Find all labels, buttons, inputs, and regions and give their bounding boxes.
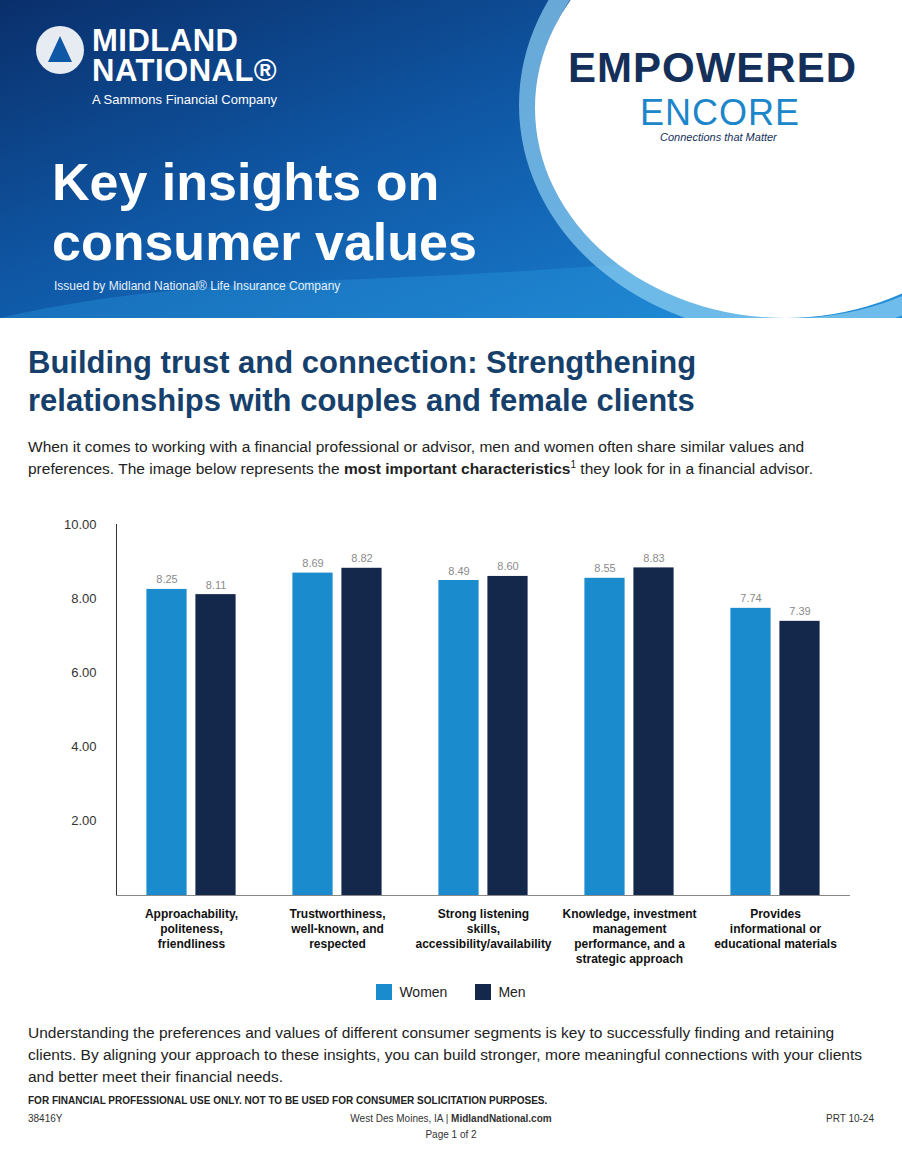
html-text:Page 1 of 2: Page 1 of 2 [425, 1129, 477, 1140]
svg-text:Knowledge, investmentmanagemen: Knowledge, investmentmanagementperforman… [562, 907, 696, 966]
svg-text:7.74: 7.74 [740, 592, 761, 604]
svg-text:8.55: 8.55 [594, 562, 615, 574]
html-text:PRT 10-24: PRT 10-24 [826, 1113, 874, 1124]
svg-text:8.69: 8.69 [302, 557, 323, 569]
svg-text:8.83: 8.83 [643, 552, 664, 564]
svg-text:8.49: 8.49 [448, 565, 469, 577]
html-text:A Sammons Financial Company: A Sammons Financial Company [92, 92, 277, 107]
html-text:When it comes to working with: When it comes to working with a financia… [28, 438, 813, 477]
svg-text:8.00: 8.00 [71, 591, 96, 606]
html-text:Understanding the preferences: Understanding the preferences and values… [28, 1024, 862, 1085]
html-text:West Des Moines, IA | MidlandN: West Des Moines, IA | MidlandNational.co… [350, 1113, 552, 1124]
html-text:Women: Women [399, 984, 448, 1000]
html-text:Building trust and connection:: Building trust and connection: Strengthe… [28, 345, 697, 418]
html-text:FOR FINANCIAL PROFESSIONAL USE: FOR FINANCIAL PROFESSIONAL USE ONLY. NOT… [28, 1095, 548, 1106]
html-text:Key insights on consumer value: Key insights on consumer values [52, 153, 477, 271]
html-text:38416Y: 38416Y [28, 1113, 63, 1124]
svg-text:6.00: 6.00 [71, 665, 96, 680]
html-text:Men: Men [498, 984, 526, 1000]
svg-text:7.39: 7.39 [789, 605, 810, 617]
html-text:MIDLAND NATIONAL®: MIDLAND NATIONAL® [92, 23, 278, 88]
svg-text:4.00: 4.00 [71, 739, 96, 754]
svg-text:8.82: 8.82 [351, 552, 372, 564]
svg-text:Strong listeningskills,accessi: Strong listeningskills,accessibility/ava… [415, 907, 551, 951]
svg-text:Providesinformational oreducat: Providesinformational oreducational mate… [714, 907, 837, 951]
svg-text:10.00: 10.00 [64, 517, 97, 532]
svg-text:Approachability,politeness,fri: Approachability,politeness,friendliness [145, 907, 238, 951]
svg-text:8.25: 8.25 [156, 573, 177, 585]
html-text:Issued by Midland National® Li: Issued by Midland National® Life Insuran… [54, 279, 341, 293]
html-text:ENCORE: ENCORE [640, 92, 800, 133]
html-text:Connections that Matter: Connections that Matter [660, 131, 777, 143]
svg-text:Trustworthiness,well-known, an: Trustworthiness,well-known, andrespected [289, 907, 385, 951]
svg-text:8.11: 8.11 [206, 579, 227, 591]
html-text:EMPOWERED: EMPOWERED [568, 44, 857, 91]
svg-text:8.60: 8.60 [497, 560, 518, 572]
svg-text:2.00: 2.00 [71, 813, 96, 828]
